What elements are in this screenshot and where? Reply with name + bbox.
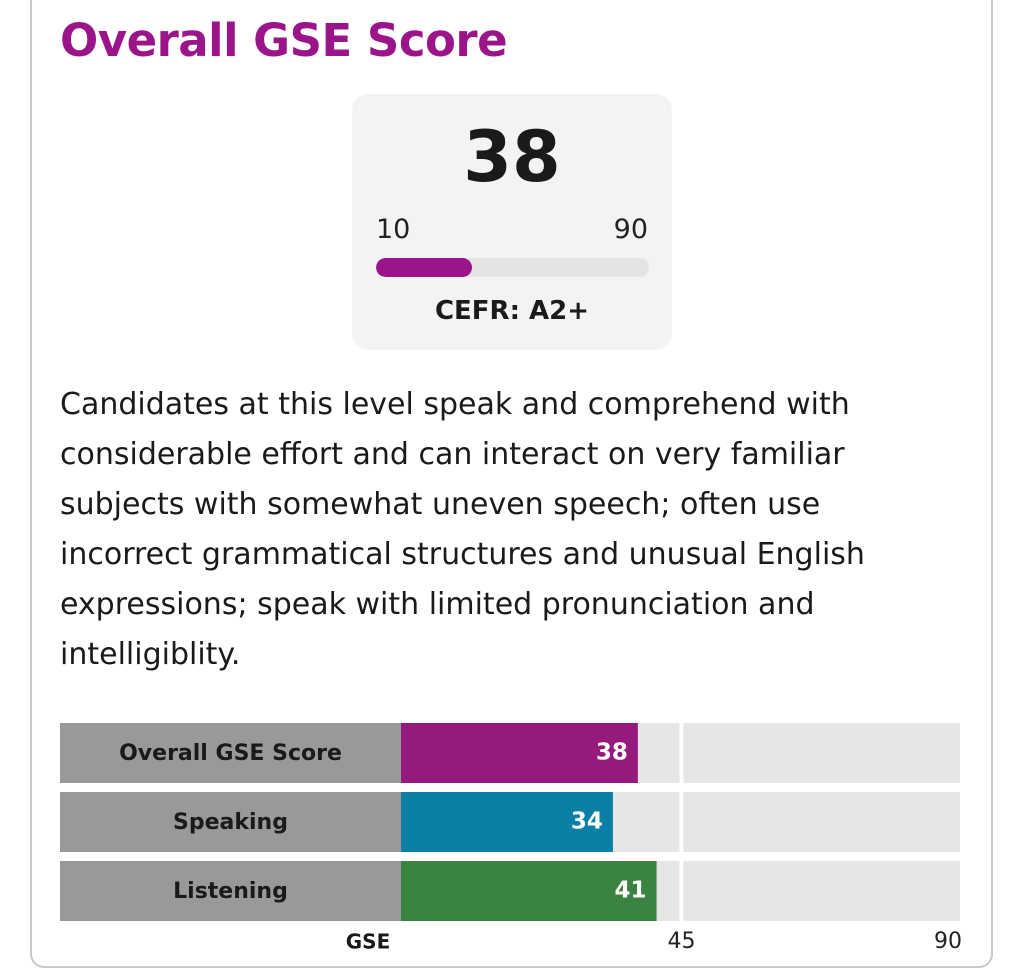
value-label: 34: [571, 809, 603, 835]
bar: [401, 723, 638, 783]
label-cell: [60, 792, 401, 852]
gauge-track: [376, 258, 649, 277]
label-cell: [60, 723, 401, 783]
gauge-fill: [376, 258, 472, 277]
score: 38: [463, 116, 561, 198]
card: [30, 0, 993, 968]
category-label: Listening: [173, 879, 288, 904]
label-cell: [60, 861, 401, 921]
gauge-max: 90: [613, 214, 648, 245]
category-label: Overall GSE Score: [119, 741, 342, 766]
value-label: 41: [615, 878, 647, 904]
category-label: Speaking: [173, 810, 288, 835]
x-tick-label: 90: [934, 929, 962, 954]
title: Overall GSE Score: [60, 14, 508, 67]
bar: [401, 861, 657, 921]
bar: [401, 792, 613, 852]
x-tick-label: 45: [668, 929, 696, 954]
cefr-level: CEFR: A2+: [434, 296, 590, 326]
value-label: 38: [596, 740, 628, 766]
score-card: 38 10 90 CEFR: A2+: [352, 94, 672, 350]
gauge-min: 10: [376, 214, 411, 245]
description: Candidates at this level speak and compr…: [60, 387, 865, 672]
x-axis-label: GSE: [346, 930, 390, 954]
